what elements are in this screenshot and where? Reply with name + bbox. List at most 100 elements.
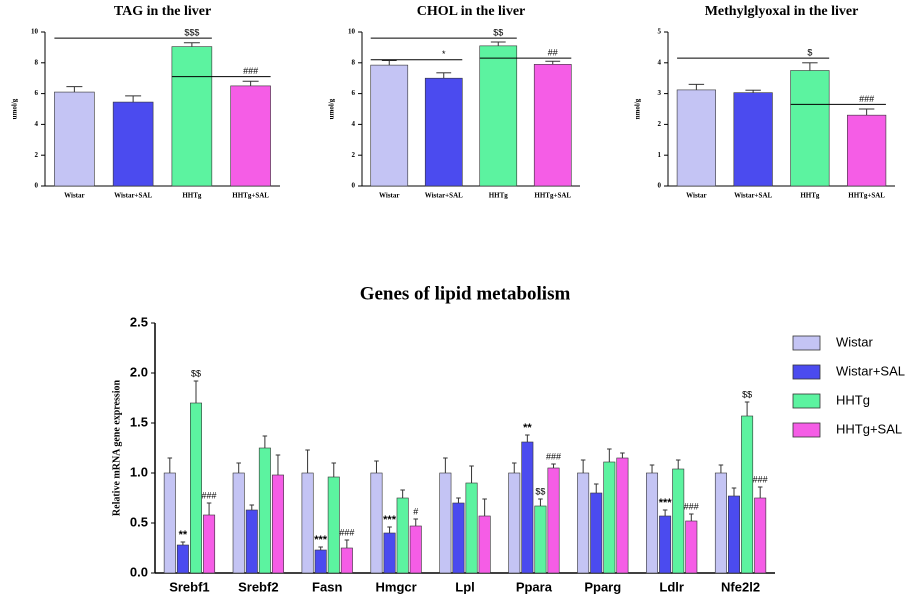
significance-label: **: [523, 422, 532, 434]
y-tick-label: 6: [352, 89, 356, 97]
y-tick-label: 6: [35, 89, 39, 97]
bar: [616, 457, 629, 574]
x-tick-label: Fasn: [312, 579, 342, 594]
y-tick-label: 2.0: [130, 364, 148, 379]
bar: [754, 497, 767, 574]
significance-label: *: [442, 49, 446, 59]
bar: [728, 495, 740, 574]
significance-label: ###: [243, 66, 258, 76]
bar: [847, 114, 887, 187]
bar: [577, 472, 590, 574]
significance-label: ###: [546, 451, 561, 461]
significance-label: ###: [753, 474, 768, 484]
bar: [603, 461, 616, 574]
bar: [245, 509, 258, 574]
bar: [314, 549, 327, 574]
x-tick-label: Wistar+SAL: [425, 192, 463, 200]
significance-label: #: [413, 506, 418, 516]
x-tick-label: HHTg+SAL: [848, 192, 885, 200]
bar: [370, 64, 409, 187]
bar: [521, 441, 534, 574]
x-tick-label: Lpl: [455, 579, 475, 594]
bar: [163, 472, 176, 574]
significance-label: $$$: [184, 28, 199, 38]
x-tick-label: Nfe2l2: [721, 579, 760, 594]
bar: [203, 514, 216, 574]
x-tick-label: HHTg: [182, 192, 202, 200]
significance-label: ###: [339, 527, 354, 537]
bar: [465, 482, 478, 574]
significance-label: ##: [548, 48, 558, 58]
y-tick-label: 0: [658, 182, 662, 190]
y-tick-label: 8: [35, 58, 39, 66]
significance-label: $$: [493, 28, 503, 38]
significance-label: **: [179, 529, 188, 541]
legend-swatch: [792, 422, 821, 438]
x-tick-label: Ldlr: [659, 579, 684, 594]
bar: [547, 467, 560, 574]
y-tick-label: 10: [31, 28, 39, 36]
x-tick-label: Wistar+SAL: [114, 192, 152, 200]
y-tick-label: 2: [658, 120, 662, 128]
y-tick-label: 10: [348, 28, 356, 36]
bar: [733, 92, 773, 187]
y-tick-label: 5: [658, 28, 662, 36]
legend-swatch: [792, 335, 821, 351]
legend-label: Wistar: [836, 334, 874, 349]
legend-swatch: [792, 393, 821, 409]
significance-label: $$: [191, 368, 201, 378]
legend-label: HHTg+SAL: [836, 421, 902, 436]
x-tick-label: Srebf1: [169, 579, 209, 594]
bar: [452, 502, 465, 574]
bar: [672, 468, 685, 574]
y-tick-label: 0.5: [130, 514, 148, 529]
bar: [741, 415, 754, 574]
significance-label: $$: [742, 389, 752, 399]
bar: [327, 476, 340, 574]
bar: [439, 472, 452, 574]
y-tick-label: 4: [35, 120, 39, 128]
x-tick-label: Hmgcr: [376, 579, 417, 594]
y-tick-label: 3: [658, 89, 662, 97]
x-tick-label: Wistar: [686, 192, 706, 200]
significance-label: ###: [684, 501, 699, 511]
y-tick-label: 1.5: [130, 414, 148, 429]
bar: [301, 472, 314, 574]
bar: [396, 497, 409, 574]
x-tick-label: Pparg: [584, 579, 621, 594]
y-tick-label: 0: [352, 182, 356, 190]
bar: [190, 402, 202, 574]
x-tick-label: Wistar+SAL: [734, 192, 772, 200]
bar: [714, 472, 727, 574]
bar: [258, 447, 271, 574]
significance-label: ###: [859, 94, 874, 104]
bar: [479, 45, 518, 187]
chart-title: Genes of lipid metabolism: [360, 283, 571, 304]
bar: [790, 70, 830, 187]
bar: [590, 492, 603, 574]
bar: [508, 472, 521, 574]
y-axis-label: umol/g: [328, 98, 336, 119]
y-tick-label: 4: [658, 58, 662, 66]
bar: [232, 472, 245, 574]
y-axis-label: nmol/g: [634, 98, 642, 119]
y-tick-label: 2: [352, 151, 356, 159]
significance-label: ###: [202, 490, 217, 500]
chart-title: TAG in the liver: [114, 4, 211, 19]
bar: [424, 77, 463, 187]
y-tick-label: 8: [352, 58, 356, 66]
legend-label: Wistar+SAL: [836, 363, 905, 378]
significance-label: ***: [383, 514, 397, 526]
y-tick-label: 2: [35, 151, 39, 159]
bar: [112, 101, 154, 187]
x-tick-label: Wistar: [64, 192, 84, 200]
bar: [478, 515, 491, 574]
significance-label: ***: [314, 534, 328, 546]
y-tick-label: 1.0: [130, 464, 148, 479]
bar: [685, 520, 698, 574]
bar: [230, 85, 271, 187]
x-tick-label: HHTg+SAL: [534, 192, 571, 200]
chart-title: Methylglyoxal in the liver: [705, 4, 859, 19]
bar: [54, 91, 95, 187]
